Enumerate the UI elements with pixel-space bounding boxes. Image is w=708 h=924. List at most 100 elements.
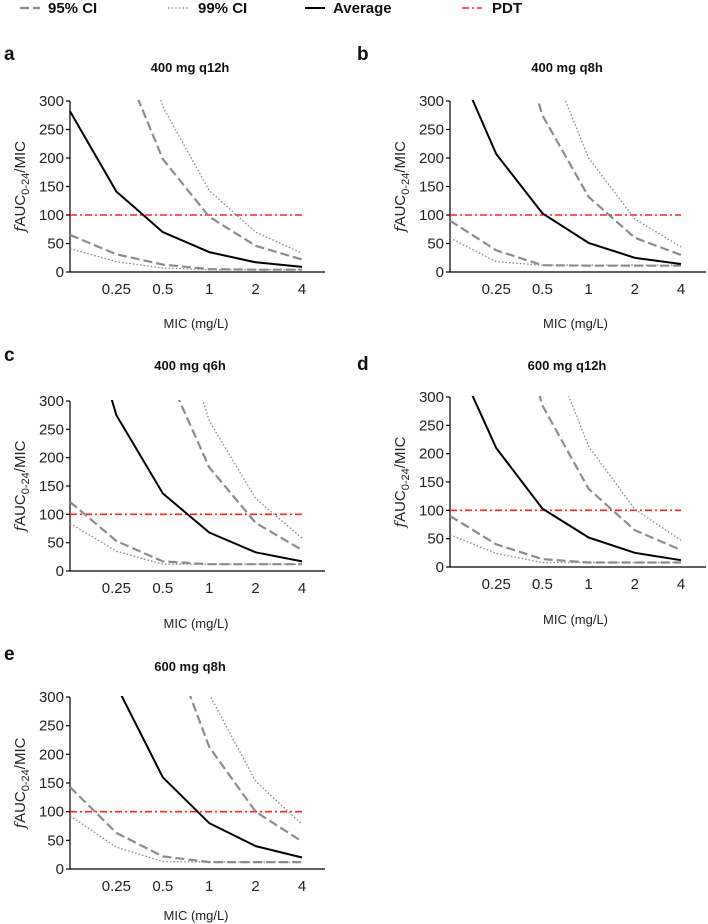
series-95-ci-upper: [137, 100, 303, 261]
y-label-main: AUC: [392, 490, 409, 522]
x-tick-label: 2: [251, 580, 259, 597]
y-label-suffix: /MIC: [392, 436, 409, 468]
y-axis-label: fAUC0-24/MIC: [11, 737, 32, 829]
y-label-italic: f: [391, 519, 409, 528]
y-tick-label: 150: [419, 179, 444, 196]
series-95-ci-upper: [536, 100, 682, 256]
y-tick-label: 0: [436, 559, 444, 576]
x-tick-label: 2: [631, 576, 639, 593]
y-tick-label: 200: [39, 746, 64, 763]
x-tick-label: 1: [205, 281, 213, 298]
series-99-ci-lower: [69, 247, 302, 271]
x-tick-label: 0.5: [152, 878, 173, 895]
legend-item-99-ci: 99% CI: [168, 0, 247, 17]
panel-e: e 600 mg q8h 0 50 100 150 200 250 300 0.25 0.5 1 2 4 M…: [4, 644, 325, 923]
panel-a: a 400 mg q12h 0 50 100 150 200 250 300 0.25 0.5 1 2 4…: [4, 44, 325, 331]
series-95-ci-lower: [69, 786, 302, 864]
legend-item-pdt: PDT: [462, 0, 522, 17]
y-label-main: AUC: [392, 195, 409, 227]
panel-c: c 400 mg q6h 0 50 100 150 200 250 300 0.25 0.5 1 2 4 M…: [4, 345, 325, 631]
x-tick-label: 0.25: [482, 281, 511, 298]
y-label-subscript: 0-24: [20, 769, 32, 791]
y-label-main: AUC: [12, 791, 29, 823]
y-label-italic: f: [11, 523, 29, 532]
panel-title: 600 mg q8h: [154, 659, 226, 674]
y-tick-label: 0: [56, 861, 64, 878]
y-tick-label: 200: [39, 450, 64, 467]
y-label-main: AUC: [12, 195, 29, 227]
x-tick-label: 0.5: [532, 281, 553, 298]
x-tick-label: 4: [677, 576, 685, 593]
x-tick-label: 0.5: [152, 281, 173, 298]
panel-letter: e: [4, 644, 15, 665]
y-tick-label: 150: [39, 775, 64, 792]
series-99-ci-lower: [449, 534, 681, 564]
y-label-suffix: /MIC: [392, 141, 409, 173]
panel-title: 400 mg q8h: [531, 60, 603, 75]
y-label-suffix: /MIC: [12, 440, 29, 472]
series-99-ci-lower: [69, 815, 302, 863]
y-tick-label: 0: [56, 264, 64, 281]
y-label-italic: f: [391, 224, 409, 233]
x-tick-label: 4: [298, 878, 306, 895]
series-99-ci-lower: [69, 522, 302, 565]
series-99-ci-upper: [568, 396, 682, 541]
legend-label: Average: [333, 0, 392, 17]
panel-letter: b: [357, 44, 369, 65]
x-axis-label: MIC (mg/L): [164, 908, 229, 923]
series-99-ci-upper: [202, 400, 303, 539]
legend-label: 99% CI: [198, 0, 247, 17]
y-label-suffix: /MIC: [12, 141, 29, 173]
x-tick-label: 0.25: [102, 580, 131, 597]
y-tick-label: 0: [436, 264, 444, 281]
panel-letter: d: [357, 354, 369, 375]
y-tick-label: 100: [39, 804, 64, 821]
series-99-ci-upper: [160, 100, 303, 254]
y-label-subscript: 0-24: [20, 173, 32, 195]
plot-area: [449, 396, 682, 564]
series-average: [471, 100, 682, 265]
y-tick-label: 150: [39, 179, 64, 196]
x-tick-label: 0.5: [532, 576, 553, 593]
x-tick-label: 0.5: [152, 580, 173, 597]
x-axis-label: MIC (mg/L): [164, 316, 229, 331]
x-tick-label: 0.25: [102, 281, 131, 298]
panel-letter: a: [4, 44, 15, 65]
series-95-ci-upper: [189, 696, 303, 843]
series-average: [471, 396, 682, 562]
y-tick-label: 300: [419, 93, 444, 110]
y-label-subscript: 0-24: [400, 468, 412, 490]
legend-item-average: Average: [305, 0, 392, 17]
y-tick-label: 100: [39, 207, 64, 224]
y-label-subscript: 0-24: [400, 173, 412, 195]
y-tick-label: 200: [419, 150, 444, 167]
plot-area: [449, 100, 682, 267]
y-tick-label: 250: [419, 122, 444, 139]
series-99-ci-upper: [564, 100, 682, 248]
series-average: [120, 696, 303, 859]
y-label-italic: f: [11, 224, 29, 233]
y-tick-label: 50: [47, 832, 64, 849]
series-99-ci-upper: [209, 696, 303, 825]
x-tick-label: 1: [205, 878, 213, 895]
y-label-italic: f: [11, 820, 29, 829]
legend-label: PDT: [492, 0, 522, 17]
plot-area: [69, 696, 303, 864]
x-tick-label: 0.25: [102, 878, 131, 895]
panel-b: b 400 mg q8h 0 50 100 150 200 250 300 0.25 0.5 1 2 4 M…: [357, 44, 706, 331]
x-tick-label: 4: [677, 281, 685, 298]
y-label-suffix: /MIC: [12, 737, 29, 769]
y-tick-label: 250: [39, 122, 64, 139]
series-average: [110, 400, 303, 563]
series-average: [69, 110, 303, 268]
y-tick-label: 300: [419, 389, 444, 406]
x-tick-label: 1: [584, 576, 592, 593]
y-tick-label: 100: [39, 506, 64, 523]
y-tick-label: 50: [427, 531, 444, 548]
plot-area: [69, 100, 303, 271]
y-tick-label: 50: [47, 535, 64, 552]
y-tick-label: 200: [39, 150, 64, 167]
x-tick-label: 1: [205, 580, 213, 597]
series-95-ci-upper: [538, 396, 682, 552]
x-tick-label: 2: [251, 878, 259, 895]
